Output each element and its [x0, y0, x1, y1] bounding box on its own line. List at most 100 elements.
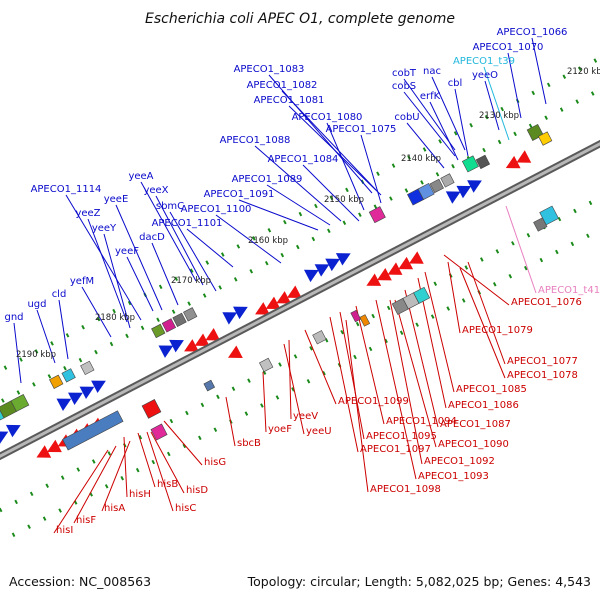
tick-mark: [464, 265, 469, 270]
tick-mark: [233, 277, 238, 282]
leader-line: [424, 271, 455, 393]
tick-mark: [575, 99, 580, 104]
tick-mark: [278, 362, 282, 367]
forward-gene-arrow: [68, 392, 83, 405]
tick-mark: [528, 123, 533, 129]
forward-gene-arrow: [314, 264, 330, 277]
tick-mark: [158, 284, 163, 290]
reverse-gene-label: APECO1_1076: [511, 297, 582, 308]
reverse-gene-label: hisG: [204, 457, 226, 468]
leader-line: [531, 37, 547, 105]
tick-mark: [495, 249, 500, 254]
tick-mark: [327, 228, 331, 234]
backbone-highlight: [0, 142, 600, 458]
leader-line: [288, 105, 382, 196]
gene-box: [259, 357, 274, 373]
tick-mark: [559, 107, 564, 112]
forward-gene-label: APECO1_1081: [254, 95, 325, 106]
reverse-gene-arrow: [47, 439, 62, 453]
leader-line: [146, 431, 174, 512]
leader-line: [262, 371, 267, 433]
tick-mark: [480, 257, 484, 262]
tick-mark: [216, 394, 220, 400]
gene-box: [312, 330, 327, 345]
tick-mark: [293, 354, 298, 359]
tick-mark: [264, 260, 269, 266]
reverse-gene-arrow: [36, 445, 52, 458]
his-operon-box: [62, 410, 124, 451]
reverse-gene-label: yoeF: [268, 424, 292, 435]
forward-gene-arrow: [0, 431, 9, 444]
tick-mark: [249, 269, 254, 274]
gene-box: [538, 131, 553, 146]
tick-mark: [358, 212, 362, 217]
forward-gene-label: yefM: [70, 276, 94, 287]
reverse-gene-arrow: [286, 285, 302, 298]
forward-gene-arrow: [222, 312, 238, 325]
ruler-labels: 2120 kbp 2130 kbp 2140 kbp 2150 kbp 2160 kbp…: [16, 67, 600, 360]
tick-mark: [526, 232, 531, 238]
leader-line: [169, 211, 217, 292]
kbp-label: 2190 kbp: [16, 350, 56, 360]
gene-box: [350, 309, 362, 323]
kbp-label: 2160 kbp: [248, 236, 288, 246]
leader-line: [238, 199, 319, 231]
reverse-gene-label: hisF: [76, 515, 96, 526]
tick-mark: [27, 524, 31, 529]
gene-box: [141, 399, 162, 419]
tick-mark: [461, 298, 466, 303]
reverse-gene-arrow: [276, 291, 292, 304]
forward-gene-arrow: [233, 306, 248, 320]
forward-gene-label: APECO1_1084: [268, 154, 339, 165]
reverse-gene-arrow: [505, 155, 521, 169]
leader-line: [403, 91, 456, 157]
forward-gene-label: APECO1_1088: [220, 135, 291, 146]
tick-mark: [267, 228, 272, 233]
forward-gene-label: sbmC: [156, 201, 184, 212]
leader-line: [225, 396, 236, 447]
tick-mark: [14, 499, 18, 505]
tick-mark: [573, 208, 577, 214]
reverse-gene-label: APECO1_1097: [360, 444, 431, 455]
tick-mark: [484, 114, 489, 120]
tick-mark: [570, 241, 575, 247]
gene-box: [172, 312, 187, 328]
tick-mark: [283, 219, 287, 225]
reverse-gene-label: APECO1_1079: [462, 325, 533, 336]
tick-mark: [531, 90, 536, 96]
tick-mark: [187, 301, 191, 306]
reverse-gene-label: APECO1_1087: [440, 419, 511, 430]
tick-mark: [47, 374, 52, 379]
leader-line: [36, 309, 56, 364]
tick-mark: [174, 276, 179, 281]
leader-line: [283, 343, 305, 435]
tick-mark: [260, 403, 264, 408]
leader-line: [186, 228, 234, 268]
leader-line: [266, 184, 331, 226]
forward-gene-label: dacD: [139, 232, 165, 243]
forward-gene-label: APECO1_1114: [31, 184, 102, 195]
tick-mark: [482, 147, 486, 153]
leader-line: [507, 52, 522, 119]
gene-box: [80, 360, 95, 376]
tick-mark: [513, 131, 517, 137]
reverse-gene-label: yeeV: [293, 411, 318, 422]
reverse-gene-label: APECO1_1098: [370, 484, 441, 495]
forward-gene-label: cobS: [392, 81, 416, 92]
forward-gene-arrow: [467, 180, 482, 193]
leader-line: [288, 339, 292, 420]
reverse-gene-arrow: [377, 267, 392, 281]
reverse-gene-label: APECO1_1086: [448, 400, 519, 411]
reverse-gene-arrow: [255, 302, 270, 315]
tick-mark: [446, 306, 450, 311]
tick-mark: [368, 346, 373, 352]
leader-line: [281, 90, 377, 191]
leader-line: [329, 316, 359, 453]
leader-line: [137, 432, 156, 488]
tick-mark: [373, 204, 378, 209]
reverse-gene-label: APECO1_1077: [507, 356, 578, 367]
tick-mark: [185, 410, 189, 416]
tick-mark: [562, 74, 567, 79]
forward-gene-label: yeeA: [128, 171, 153, 182]
tick-mark: [156, 317, 160, 322]
